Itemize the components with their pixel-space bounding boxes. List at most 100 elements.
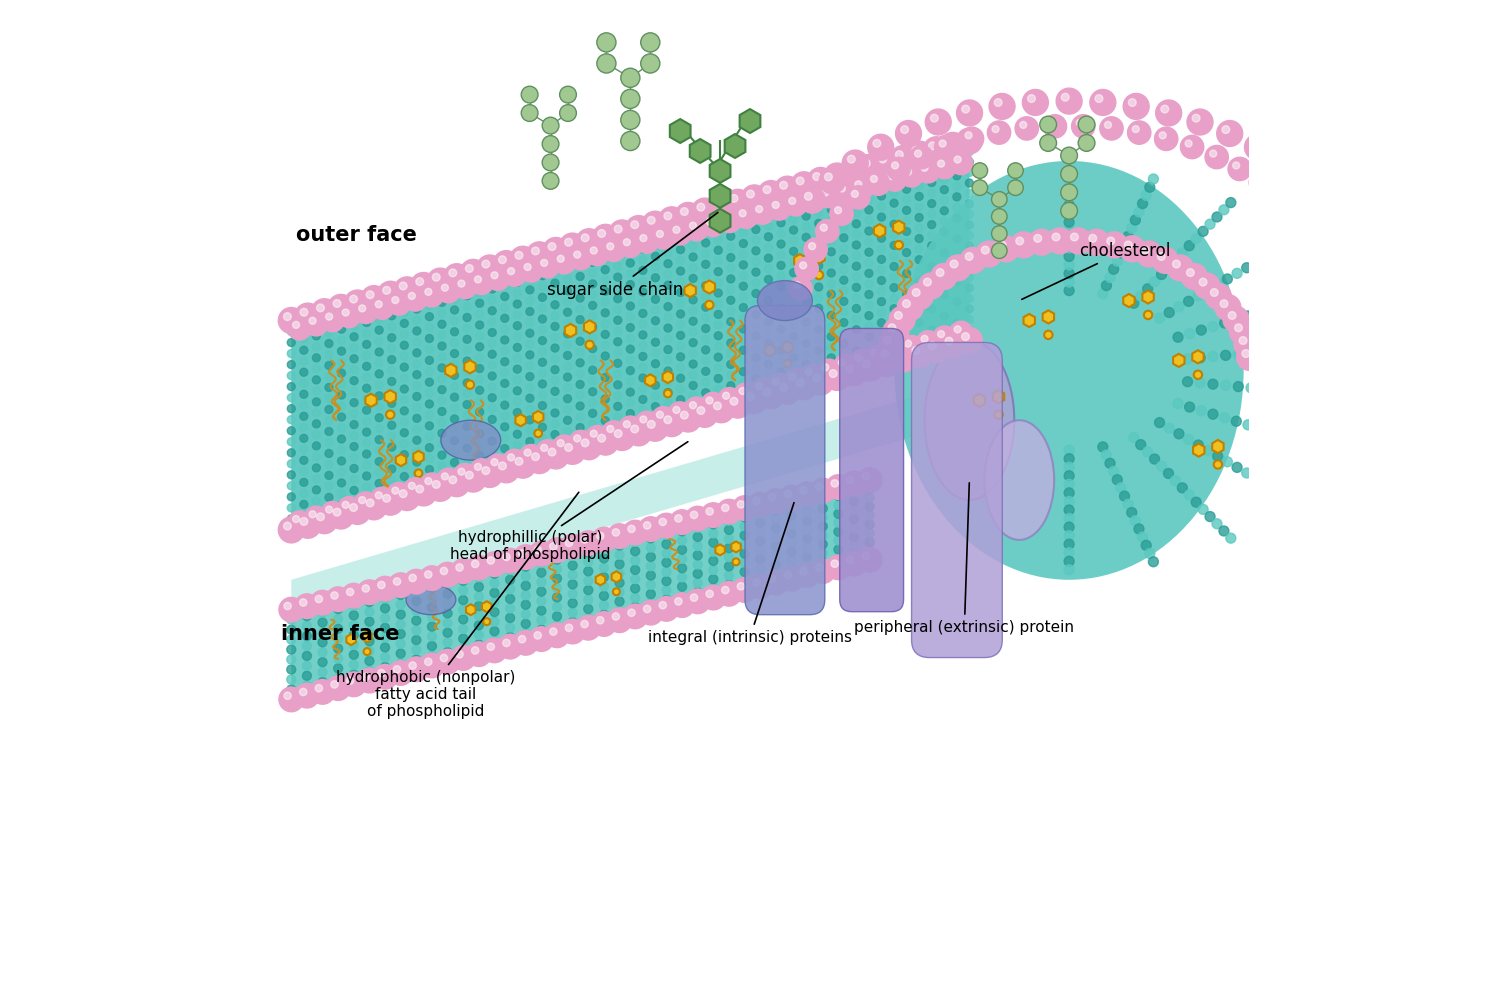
Circle shape bbox=[513, 289, 522, 297]
Circle shape bbox=[815, 379, 822, 387]
Circle shape bbox=[788, 511, 796, 520]
Circle shape bbox=[850, 176, 873, 199]
Circle shape bbox=[338, 369, 345, 377]
Circle shape bbox=[600, 582, 609, 591]
Circle shape bbox=[662, 595, 670, 604]
Circle shape bbox=[333, 300, 340, 307]
Circle shape bbox=[627, 431, 634, 439]
Circle shape bbox=[888, 173, 896, 180]
Circle shape bbox=[658, 207, 684, 233]
Circle shape bbox=[802, 297, 810, 305]
Circle shape bbox=[662, 604, 670, 613]
Circle shape bbox=[952, 266, 962, 274]
Circle shape bbox=[903, 301, 910, 309]
Circle shape bbox=[387, 312, 396, 320]
Circle shape bbox=[552, 251, 576, 274]
Circle shape bbox=[815, 198, 822, 206]
Circle shape bbox=[1060, 202, 1077, 219]
Circle shape bbox=[724, 516, 734, 525]
Circle shape bbox=[676, 406, 684, 414]
Circle shape bbox=[513, 354, 522, 362]
Circle shape bbox=[300, 313, 307, 321]
Circle shape bbox=[1270, 150, 1296, 176]
Circle shape bbox=[639, 266, 646, 274]
Circle shape bbox=[756, 383, 762, 390]
Circle shape bbox=[651, 295, 660, 303]
Circle shape bbox=[693, 551, 702, 560]
Circle shape bbox=[678, 518, 687, 527]
Circle shape bbox=[815, 262, 822, 270]
Circle shape bbox=[624, 421, 630, 428]
Ellipse shape bbox=[441, 420, 501, 460]
Circle shape bbox=[399, 490, 406, 498]
Circle shape bbox=[602, 277, 609, 285]
Polygon shape bbox=[1143, 290, 1154, 304]
Circle shape bbox=[501, 423, 509, 431]
Circle shape bbox=[865, 493, 874, 502]
Circle shape bbox=[1208, 379, 1218, 389]
Circle shape bbox=[1174, 302, 1184, 312]
Circle shape bbox=[878, 224, 885, 232]
Circle shape bbox=[333, 508, 340, 516]
Circle shape bbox=[728, 243, 735, 251]
Circle shape bbox=[839, 185, 846, 192]
Circle shape bbox=[288, 328, 296, 336]
Circle shape bbox=[342, 672, 366, 697]
Circle shape bbox=[550, 247, 560, 255]
Circle shape bbox=[1312, 290, 1323, 300]
Circle shape bbox=[564, 416, 572, 424]
Circle shape bbox=[1144, 311, 1152, 319]
Circle shape bbox=[873, 139, 880, 147]
Circle shape bbox=[450, 371, 459, 379]
Circle shape bbox=[815, 283, 822, 291]
Circle shape bbox=[498, 256, 507, 264]
Circle shape bbox=[741, 388, 768, 413]
Circle shape bbox=[1064, 556, 1074, 566]
Circle shape bbox=[1113, 256, 1122, 266]
Circle shape bbox=[1170, 476, 1180, 486]
Circle shape bbox=[424, 571, 432, 578]
Circle shape bbox=[303, 671, 312, 680]
Circle shape bbox=[646, 552, 656, 561]
Circle shape bbox=[1113, 475, 1122, 485]
Circle shape bbox=[927, 221, 936, 229]
Circle shape bbox=[940, 343, 948, 351]
Circle shape bbox=[602, 384, 609, 392]
Circle shape bbox=[890, 284, 898, 292]
Circle shape bbox=[426, 280, 433, 288]
Circle shape bbox=[630, 547, 639, 556]
Circle shape bbox=[375, 403, 382, 411]
Circle shape bbox=[1222, 126, 1230, 133]
Circle shape bbox=[448, 269, 456, 277]
Circle shape bbox=[865, 538, 874, 547]
Circle shape bbox=[940, 332, 966, 358]
Circle shape bbox=[624, 239, 630, 246]
Circle shape bbox=[609, 425, 634, 450]
Circle shape bbox=[543, 443, 568, 469]
Circle shape bbox=[288, 416, 296, 424]
Circle shape bbox=[338, 358, 345, 366]
Circle shape bbox=[1233, 162, 1239, 169]
Circle shape bbox=[576, 370, 584, 378]
Circle shape bbox=[966, 189, 974, 197]
Circle shape bbox=[427, 661, 436, 670]
Circle shape bbox=[868, 134, 894, 160]
Circle shape bbox=[714, 246, 722, 254]
Circle shape bbox=[940, 186, 948, 194]
Circle shape bbox=[714, 203, 722, 211]
Circle shape bbox=[945, 138, 952, 145]
Circle shape bbox=[312, 376, 321, 384]
Circle shape bbox=[865, 333, 873, 341]
Circle shape bbox=[362, 494, 387, 520]
Circle shape bbox=[867, 172, 889, 195]
Circle shape bbox=[346, 677, 354, 684]
Circle shape bbox=[1250, 139, 1257, 147]
Circle shape bbox=[1210, 289, 1218, 296]
Circle shape bbox=[771, 533, 780, 542]
Circle shape bbox=[427, 603, 436, 612]
Circle shape bbox=[413, 597, 422, 606]
Circle shape bbox=[576, 283, 584, 291]
Circle shape bbox=[1182, 377, 1192, 387]
Circle shape bbox=[639, 234, 646, 242]
Circle shape bbox=[1060, 166, 1077, 182]
